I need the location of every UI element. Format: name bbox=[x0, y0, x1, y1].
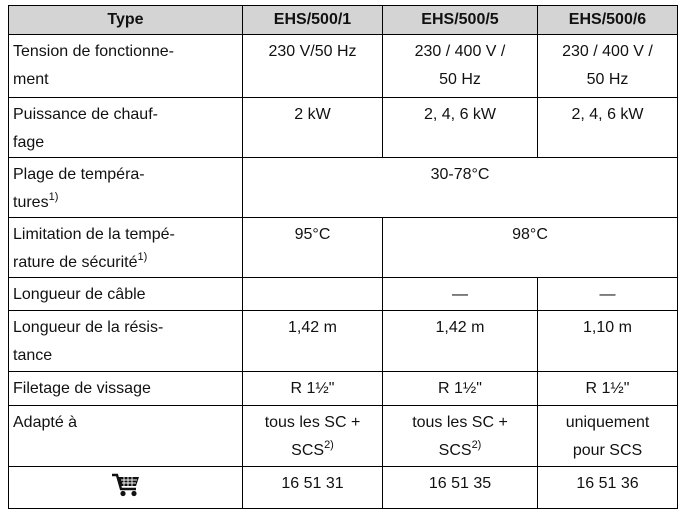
cart-icon bbox=[111, 473, 139, 497]
header-cell: EHS/500/6 bbox=[537, 5, 678, 35]
footnote-mark: 1) bbox=[137, 251, 148, 263]
text: 230 / 400 V / bbox=[562, 43, 653, 60]
text: 16 51 36 bbox=[576, 475, 639, 492]
text: 98°C bbox=[512, 226, 548, 243]
text: SCS bbox=[438, 442, 472, 459]
cell: tous les SC + SCS2) bbox=[382, 405, 538, 467]
text: 1,10 m bbox=[583, 319, 632, 336]
text: 50 Hz bbox=[586, 71, 629, 88]
text: tous les SC + bbox=[264, 414, 361, 431]
text: Longueur de câble bbox=[13, 286, 146, 303]
cell: — bbox=[537, 277, 678, 311]
text: Tension de fonctionne- bbox=[13, 43, 174, 60]
text: rature de sécurité bbox=[13, 254, 138, 271]
label-cell: Limitation de la tempé-rature de sécurit… bbox=[8, 217, 243, 278]
text: 30-78°C bbox=[430, 166, 490, 183]
label-cell: Longueur de câble bbox=[8, 277, 243, 311]
text: tures bbox=[13, 194, 49, 211]
spec-table: Type EHS/500/1 EHS/500/5 EHS/500/6 Tensi… bbox=[8, 5, 678, 509]
text: Longueur de la résis- bbox=[13, 319, 164, 336]
footnote-mark: 1) bbox=[48, 191, 59, 203]
cell: 230 / 400 V / 50 Hz bbox=[382, 34, 538, 98]
cell: 30-78°C bbox=[242, 157, 678, 218]
text: fage bbox=[13, 134, 45, 151]
cell: 1,42 m bbox=[242, 310, 383, 372]
text: pour SCS bbox=[572, 442, 643, 459]
row: Limitation de la tempé-rature de sécurit… bbox=[8, 217, 678, 278]
cell: R 1½" bbox=[382, 371, 538, 406]
label-cell: Longueur de la résis-tance bbox=[8, 310, 243, 372]
text: ment bbox=[13, 71, 49, 88]
text: — bbox=[599, 286, 616, 303]
footnote-mark: 2) bbox=[324, 439, 334, 451]
text: uniquement bbox=[565, 414, 650, 431]
text: R 1½" bbox=[585, 380, 630, 397]
cell: 1,42 m bbox=[382, 310, 538, 372]
cell: 2, 4, 6 kW bbox=[382, 97, 538, 158]
label-cell: Adapté à bbox=[8, 405, 243, 467]
row: Longueur de la résis-tance 1,42 m 1,42 m… bbox=[8, 310, 678, 372]
header-row: Type EHS/500/1 EHS/500/5 EHS/500/6 bbox=[8, 5, 678, 35]
text: Plage de tempéra- bbox=[13, 166, 145, 183]
header-cell: EHS/500/1 bbox=[242, 5, 383, 35]
text: 50 Hz bbox=[439, 71, 481, 88]
cell bbox=[242, 277, 383, 311]
row: Longueur de câble — — bbox=[8, 277, 678, 311]
text: — bbox=[452, 286, 468, 303]
cell: 1,10 m bbox=[537, 310, 678, 372]
text: Adapté à bbox=[13, 414, 78, 431]
text: 16 51 31 bbox=[281, 475, 344, 492]
header-cell: EHS/500/5 bbox=[382, 5, 538, 35]
label-cell: Puissance de chauf-fage bbox=[8, 97, 243, 158]
text: 230 / 400 V / bbox=[414, 43, 506, 60]
cell: 16 51 36 bbox=[537, 466, 678, 509]
footnote-mark: 2) bbox=[471, 439, 482, 451]
row: Plage de tempéra-tures1) 30-78°C bbox=[8, 157, 678, 218]
text: 2 kW bbox=[294, 106, 331, 123]
text: 1,42 m bbox=[435, 319, 485, 336]
cell: 230 / 400 V / 50 Hz bbox=[537, 34, 678, 98]
icon-cell bbox=[8, 466, 243, 509]
cell: tous les SC + SCS2) bbox=[242, 405, 383, 467]
text: 230 V/50 Hz bbox=[268, 43, 357, 60]
text: tous les SC + bbox=[412, 414, 508, 431]
cell: R 1½" bbox=[242, 371, 383, 406]
cell: 230 V/50 Hz bbox=[242, 34, 383, 98]
row: Adapté à tous les SC + SCS2) tous les SC … bbox=[8, 405, 678, 467]
header-cell: Type bbox=[8, 5, 243, 35]
text: 2, 4, 6 kW bbox=[571, 106, 644, 123]
cell: 2 kW bbox=[242, 97, 383, 158]
text: tance bbox=[13, 347, 53, 364]
text: R 1½" bbox=[438, 380, 482, 397]
row: Puissance de chauf-fage 2 kW 2, 4, 6 kW … bbox=[8, 97, 678, 158]
row: Tension de fonctionne-ment 230 V/50 Hz 2… bbox=[8, 34, 678, 98]
cell: 16 51 31 bbox=[242, 466, 383, 509]
cell: 95°C bbox=[242, 217, 383, 278]
cell: — bbox=[382, 277, 538, 311]
text: 2, 4, 6 kW bbox=[423, 106, 497, 123]
label-cell: Tension de fonctionne-ment bbox=[8, 34, 243, 98]
text: R 1½" bbox=[290, 380, 335, 397]
text: Limitation de la tempé- bbox=[13, 226, 175, 243]
cell: R 1½" bbox=[537, 371, 678, 406]
text: Filetage de vissage bbox=[13, 380, 151, 397]
text: SCS bbox=[291, 442, 325, 459]
cell: 16 51 35 bbox=[382, 466, 538, 509]
text: 1,42 m bbox=[288, 319, 337, 336]
cell: uniquement pour SCS bbox=[537, 405, 678, 467]
row: Filetage de vissage R 1½" R 1½" R 1½" bbox=[8, 371, 678, 406]
text: 95°C bbox=[294, 226, 331, 243]
label-cell: Filetage de vissage bbox=[8, 371, 243, 406]
row: 16 51 31 16 51 35 16 51 36 bbox=[8, 466, 678, 509]
text: Puissance de chauf- bbox=[13, 106, 158, 123]
text: 16 51 35 bbox=[428, 475, 492, 492]
cell: 98°C bbox=[382, 217, 678, 278]
cell: 2, 4, 6 kW bbox=[537, 97, 678, 158]
label-cell: Plage de tempéra-tures1) bbox=[8, 157, 243, 218]
